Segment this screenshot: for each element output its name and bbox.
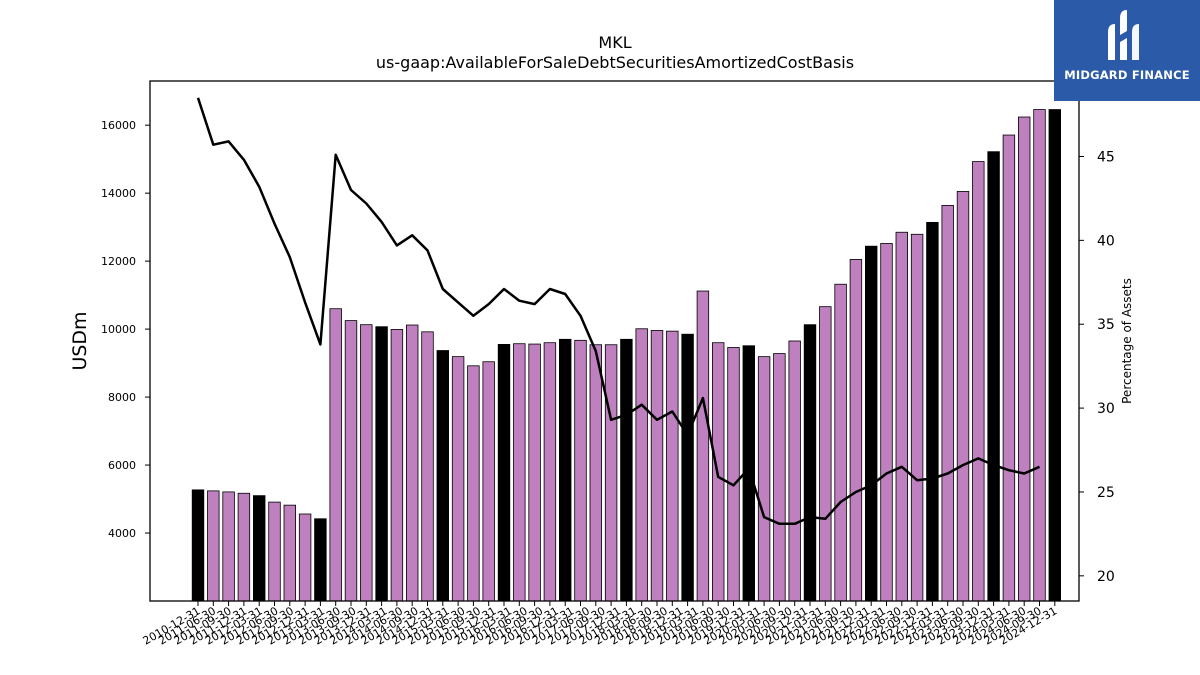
bar [390, 329, 404, 602]
y-tick-label: 4000 [108, 527, 136, 540]
bar [604, 344, 618, 602]
bar [727, 347, 740, 602]
bar [803, 324, 817, 602]
bar [283, 504, 297, 602]
bar [849, 259, 863, 602]
bar [910, 233, 924, 602]
bar [895, 231, 909, 602]
bar [497, 343, 511, 602]
bar [865, 245, 878, 602]
bar [375, 326, 388, 602]
bar [589, 344, 603, 602]
bar [574, 339, 587, 602]
bar [543, 342, 557, 602]
bar [956, 191, 970, 602]
bar [1033, 109, 1046, 602]
bar-series [191, 109, 1062, 602]
bar [207, 490, 220, 602]
y-tick-label: 12000 [101, 255, 136, 268]
brand-logo: MIDGARD FINANCE [1054, 0, 1200, 101]
bar [329, 308, 342, 602]
y2-tick-label: 30 [1097, 401, 1115, 417]
bar [650, 330, 664, 602]
bar [987, 151, 1000, 602]
bar [1002, 134, 1016, 602]
bar [926, 221, 939, 602]
bar [298, 513, 312, 602]
bar [252, 495, 266, 602]
bar [972, 161, 985, 602]
bar [513, 343, 526, 602]
bar [819, 306, 832, 602]
bar [344, 320, 358, 602]
bar [559, 338, 572, 602]
y-tick-label: 8000 [108, 391, 136, 404]
plot-frame [149, 80, 1080, 602]
bar [237, 492, 251, 602]
y-tick-label: 10000 [101, 323, 136, 336]
bar [635, 328, 648, 602]
bar [222, 491, 235, 602]
midgard-logo-icon [1108, 10, 1139, 60]
y-tick-label: 16000 [101, 119, 136, 132]
bar [880, 243, 893, 602]
y-tick-label: 6000 [108, 459, 136, 472]
bar [191, 489, 205, 602]
y-axis-right: 20 25 30 35 40 45 [1079, 149, 1115, 585]
bar [788, 340, 801, 602]
y2-tick-label: 40 [1097, 233, 1115, 249]
bar [360, 324, 373, 602]
bar [482, 361, 495, 602]
bar [620, 338, 633, 602]
chart-title: MKL [598, 33, 631, 52]
y2-axis-label: Percentage of Assets [1120, 278, 1134, 404]
y-axis-left: 4000 6000 8000 10000 12000 14000 16000 [101, 119, 150, 540]
bar [696, 290, 710, 602]
bar [436, 350, 450, 602]
bar [834, 283, 847, 602]
brand-name: MIDGARD FINANCE [1064, 68, 1190, 82]
bar [681, 333, 694, 602]
bar [1018, 116, 1031, 602]
line-series [196, 97, 1041, 526]
y2-tick-label: 45 [1097, 149, 1115, 165]
y-axis-label: USDm [69, 311, 91, 370]
bar [666, 330, 679, 602]
chart-subtitle: us-gaap:AvailableForSaleDebtSecuritiesAm… [376, 53, 854, 72]
bar [773, 353, 786, 602]
bar [421, 331, 434, 602]
y2-tick-label: 35 [1097, 317, 1115, 333]
y-tick-label: 14000 [101, 187, 136, 200]
bar [467, 365, 480, 602]
bar [1048, 109, 1062, 602]
bar [451, 356, 465, 602]
bar [268, 501, 281, 602]
bar [528, 343, 541, 602]
line-path [196, 97, 1041, 526]
y2-tick-label: 25 [1097, 485, 1115, 501]
bar [314, 518, 327, 602]
bar [405, 324, 419, 602]
bar [757, 356, 771, 602]
y2-tick-label: 20 [1097, 569, 1115, 585]
x-axis: 2010-12-312011-06-302011-09-302011-12-31… [141, 601, 1059, 648]
bar [941, 204, 954, 602]
